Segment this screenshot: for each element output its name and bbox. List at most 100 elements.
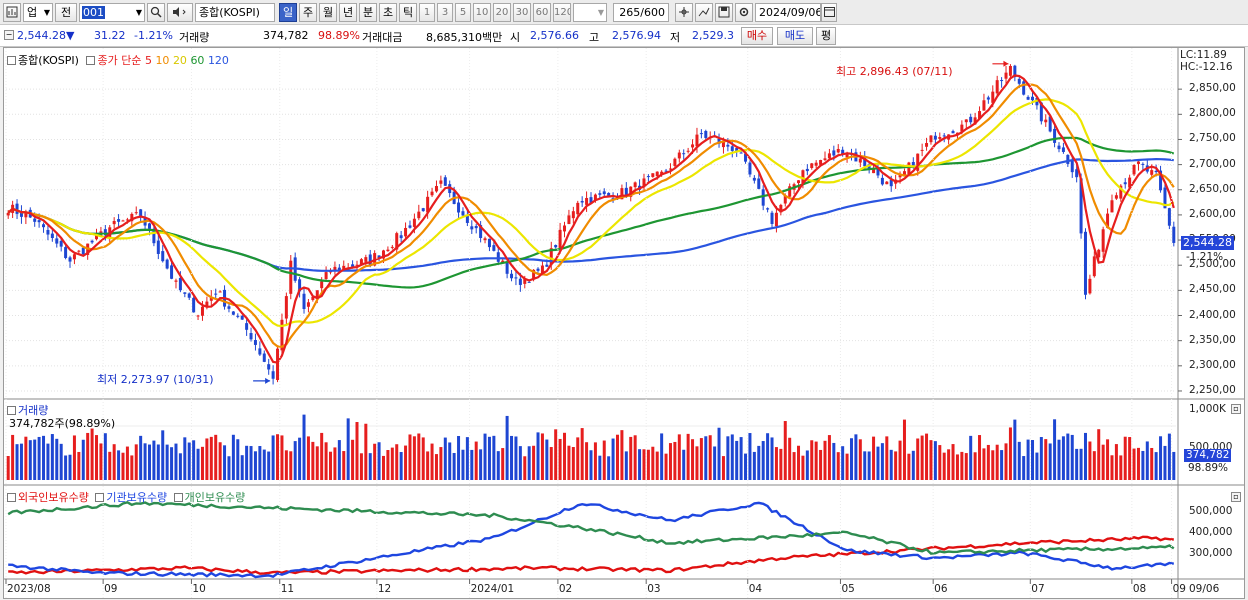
crosshair-icon[interactable] [675,3,693,22]
chevron-down-icon: ▼ [135,8,142,17]
period-second-button[interactable]: 초 [379,3,397,22]
candle-body [523,278,527,284]
candle-body [1141,163,1145,165]
foreign-holdings-line [8,535,1174,575]
x-axis-right-date: 09/06 [1189,583,1220,595]
volume-bar [774,447,778,480]
candle-body [527,281,531,283]
volume-bar [501,448,505,480]
volume-bar [730,434,734,480]
code-input[interactable]: 001 ▼ [79,3,145,22]
legend-toggle-icon[interactable] [7,493,16,502]
period-year-button[interactable]: 년 [339,3,357,22]
legend-toggle-icon[interactable] [86,56,96,65]
candle-body [620,188,624,200]
volume-bar [770,437,774,480]
candle-body [245,323,249,330]
candle-body [276,348,280,381]
interval-30-button[interactable]: 30 [513,3,531,22]
candle-body [717,138,721,144]
volume-bar [1061,436,1065,480]
period-day-button[interactable]: 일 [279,3,297,22]
period-tick-button[interactable]: 틱 [399,3,417,22]
candle-body [841,149,845,155]
volume-bar [187,442,191,480]
candle-body [664,170,668,172]
date-field[interactable]: 2024/09/06 [755,3,821,22]
expand-icon[interactable]: − [4,30,14,40]
chart-menu-icon[interactable] [3,3,21,22]
candle-body [991,91,995,103]
interval-10-button[interactable]: 10 [473,3,491,22]
candle-body [77,250,81,252]
period-week-button[interactable]: 주 [299,3,317,22]
name-field[interactable]: 종합(KOSPI) [195,3,275,22]
legend-toggle-icon[interactable] [95,493,105,502]
candle-body [289,260,293,294]
quote-bar: − 2,544.28 ▼ 31.22 -1.21% 거래량 374,782 98… [0,25,1248,47]
volume-bar [267,451,271,480]
interval-1-button[interactable]: 1 [419,3,435,22]
panel-close-icon[interactable]: ▫ [1231,404,1241,414]
settings-icon[interactable] [735,3,753,22]
candle-body [218,291,222,293]
calendar-icon[interactable] [821,3,837,22]
volume-bar [624,451,628,480]
candle-body [779,204,783,213]
volume-bar [514,436,518,480]
legend-toggle-icon[interactable] [173,493,183,502]
volume-bar [90,428,94,480]
chart-canvas[interactable] [4,48,1244,598]
volume-bar [178,453,182,480]
volume-bar [1136,447,1140,480]
candle-body [558,229,562,251]
volume-bar [1163,445,1167,480]
candle-body [1132,164,1136,175]
candle-body [593,194,597,201]
volume-bar [673,441,677,480]
interval-120-button[interactable]: 120 [553,3,571,22]
candle-body [399,235,403,239]
volume-bar [995,444,999,480]
volume-bar [805,450,809,480]
search-icon[interactable] [147,3,165,22]
market-select-label: 업 [27,6,38,19]
speaker-icon[interactable] [167,3,193,22]
interval-5-button[interactable]: 5 [455,3,471,22]
panel-close-icon[interactable]: ▫ [1231,492,1241,502]
volume-bar [540,433,544,480]
save-icon[interactable] [715,3,733,22]
volume-bar [183,437,187,480]
candle-body [1092,256,1096,277]
legend-toggle-icon[interactable] [7,56,16,65]
volume-bar [841,446,845,480]
volume-bar [329,451,333,480]
period-month-button[interactable]: 월 [319,3,337,22]
period-minute-button[interactable]: 분 [359,3,377,22]
price-tick-label: 2,800,00 [1189,107,1236,120]
count-field[interactable]: 265/600 [613,3,669,22]
interval-20-button[interactable]: 20 [493,3,511,22]
candle-body [510,273,514,279]
volume-bar [245,445,249,480]
legend-toggle-icon[interactable] [7,406,16,415]
candle-body [465,214,469,223]
volume-bar [982,448,986,480]
sell-button[interactable]: 매도 [777,27,813,45]
trend-line-icon[interactable] [695,3,713,22]
prev-button[interactable]: 전 [55,3,77,22]
candle-body [315,290,319,300]
candle-body [6,212,10,216]
eval-button[interactable]: 평 [816,27,836,45]
candle-body [1097,249,1101,258]
volume-bar [479,449,483,480]
candle-body [37,220,41,223]
market-select[interactable]: 업 ▼ [23,3,53,22]
candle-body [461,211,465,216]
interval-3-button[interactable]: 3 [437,3,453,22]
interval-60-button[interactable]: 60 [533,3,551,22]
volume-bar [788,437,792,480]
buy-button[interactable]: 매수 [741,27,773,45]
volume-bar [346,418,350,480]
custom-interval-select[interactable]: ▼ [573,3,607,22]
